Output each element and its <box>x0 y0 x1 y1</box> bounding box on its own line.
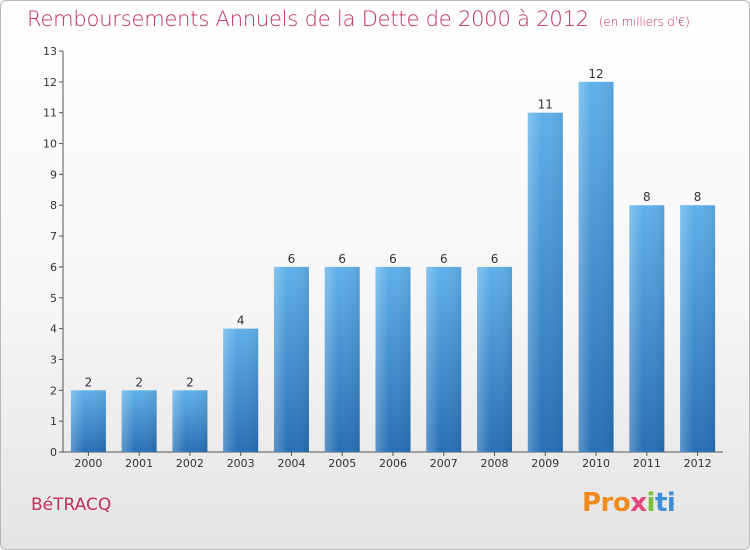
y-tick-label: 13 <box>43 45 57 58</box>
y-tick-label: 4 <box>50 323 57 336</box>
y-tick-label: 12 <box>43 76 57 89</box>
y-tick-label: 8 <box>50 199 57 212</box>
logo-part-1: Pro <box>582 488 631 518</box>
bar-shade <box>70 390 106 452</box>
x-tick-label: 2012 <box>684 457 712 470</box>
data-label: 11 <box>538 98 553 112</box>
bar-shade <box>629 205 665 452</box>
x-tick-label: 2004 <box>277 457 305 470</box>
data-label: 6 <box>338 252 346 266</box>
x-tick-label: 2003 <box>227 457 255 470</box>
y-tick-label: 6 <box>50 261 57 274</box>
proxiti-logo: Proxiti <box>582 488 676 518</box>
y-tick-label: 5 <box>50 292 57 305</box>
bar-shade <box>172 390 208 452</box>
data-label: 6 <box>491 252 499 266</box>
x-tick-label: 2008 <box>481 457 509 470</box>
data-label: 4 <box>237 314 245 328</box>
y-tick-label: 0 <box>50 446 57 459</box>
x-tick-label: 2011 <box>633 457 661 470</box>
x-tick-label: 2005 <box>328 457 356 470</box>
data-label: 6 <box>288 252 296 266</box>
logo-part-3: i <box>646 488 656 518</box>
chart-title-text: Remboursements Annuels de la Dette de 20… <box>27 7 589 31</box>
x-tick-label: 2006 <box>379 457 407 470</box>
bar-shade <box>273 266 309 452</box>
y-tick-label: 9 <box>50 168 57 181</box>
y-tick-label: 11 <box>43 107 57 120</box>
x-tick-label: 2000 <box>74 457 102 470</box>
data-label: 2 <box>186 375 194 389</box>
town-name: BéTRACQ <box>31 495 112 515</box>
bar-shade <box>121 390 157 452</box>
bars <box>70 81 716 452</box>
data-label: 2 <box>135 375 143 389</box>
bar-shade <box>324 266 360 452</box>
y-tick-label: 1 <box>50 415 57 428</box>
logo-part-4: ti <box>654 488 676 518</box>
y-tick-label: 3 <box>50 353 57 366</box>
data-label: 8 <box>694 190 702 204</box>
x-tick-label: 2007 <box>430 457 458 470</box>
y-tick-label: 7 <box>50 230 57 243</box>
chart-unit: (en milliers d'€) <box>598 15 690 29</box>
bar-shade <box>680 205 716 452</box>
x-tick-label: 2001 <box>125 457 153 470</box>
data-label: 6 <box>389 252 397 266</box>
y-tick-label: 2 <box>50 384 57 397</box>
data-label: 12 <box>588 67 603 81</box>
data-labels: 2 2 2 4 6 6 6 6 6 11 12 8 8 <box>85 67 702 389</box>
bar-shade <box>426 266 462 452</box>
data-label: 2 <box>85 375 93 389</box>
bar-shade <box>477 266 513 452</box>
x-tick-label: 2002 <box>176 457 204 470</box>
data-label: 8 <box>643 190 651 204</box>
logo-part-2: x <box>630 488 647 518</box>
chart-title: Remboursements Annuels de la Dette de 20… <box>27 7 690 31</box>
bar-shade <box>527 112 563 452</box>
data-label: 6 <box>440 252 448 266</box>
x-tick-label: 2010 <box>582 457 610 470</box>
bar-shade <box>578 81 614 452</box>
bar-shade <box>223 328 259 452</box>
y-tick-label: 10 <box>43 138 57 151</box>
bar-shade <box>375 266 411 452</box>
x-tick-label: 2009 <box>531 457 559 470</box>
